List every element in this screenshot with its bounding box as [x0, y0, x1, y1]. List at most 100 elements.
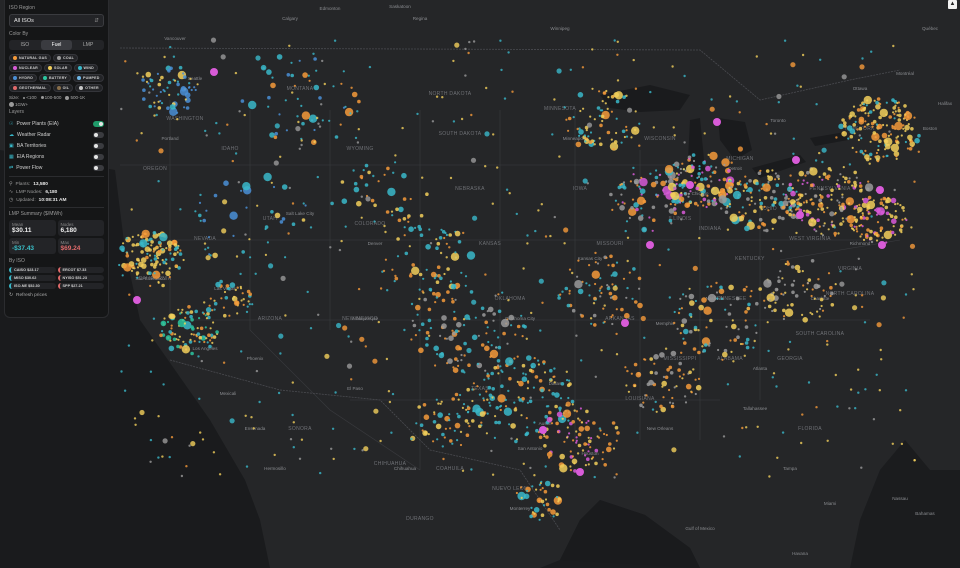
- power-plant-marker[interactable]: [555, 512, 559, 517]
- power-plant-marker[interactable]: [884, 148, 887, 151]
- power-plant-marker[interactable]: [140, 132, 143, 135]
- power-plant-marker[interactable]: [548, 410, 552, 415]
- power-plant-marker[interactable]: [148, 104, 152, 109]
- power-plant-marker[interactable]: [720, 207, 723, 210]
- power-plant-marker[interactable]: [221, 228, 227, 234]
- power-plant-marker[interactable]: [722, 177, 727, 182]
- power-plant-marker[interactable]: [666, 368, 670, 372]
- power-plant-marker[interactable]: [904, 389, 908, 392]
- power-plant-marker[interactable]: [201, 438, 205, 441]
- power-plant-marker[interactable]: [628, 271, 631, 274]
- power-plant-marker[interactable]: [177, 308, 180, 311]
- power-plant-marker[interactable]: [638, 144, 641, 147]
- power-plant-marker[interactable]: [782, 193, 785, 196]
- power-plant-marker[interactable]: [790, 283, 795, 287]
- power-plant-marker[interactable]: [157, 100, 160, 103]
- power-plant-marker[interactable]: [711, 171, 714, 174]
- power-plant-marker[interactable]: [377, 180, 380, 183]
- power-plant-marker[interactable]: [182, 72, 185, 75]
- power-plant-marker[interactable]: [135, 262, 138, 265]
- power-plant-marker[interactable]: [829, 285, 833, 290]
- power-plant-marker[interactable]: [692, 368, 695, 371]
- power-plant-marker[interactable]: [390, 210, 394, 213]
- power-plant-marker[interactable]: [799, 196, 802, 199]
- power-plant-marker[interactable]: [493, 329, 496, 332]
- power-plant-marker[interactable]: [427, 307, 432, 312]
- power-plant-marker[interactable]: [414, 334, 417, 337]
- power-plant-marker[interactable]: [677, 368, 681, 372]
- power-plant-marker[interactable]: [615, 439, 618, 442]
- power-plant-marker[interactable]: [478, 424, 482, 429]
- power-plant-marker[interactable]: [673, 321, 676, 325]
- power-plant-marker[interactable]: [598, 90, 601, 93]
- power-plant-marker[interactable]: [571, 403, 574, 406]
- power-plant-marker[interactable]: [346, 363, 353, 369]
- power-plant-marker[interactable]: [863, 321, 867, 324]
- power-plant-marker[interactable]: [641, 214, 644, 217]
- power-plant-marker[interactable]: [377, 320, 380, 324]
- power-plant-marker[interactable]: [313, 128, 316, 132]
- power-plant-marker[interactable]: [466, 387, 471, 392]
- power-plant-marker[interactable]: [364, 183, 369, 187]
- power-plant-marker[interactable]: [622, 95, 626, 99]
- power-plant-marker[interactable]: [766, 321, 769, 324]
- power-plant-marker[interactable]: [384, 230, 387, 234]
- power-plant-marker[interactable]: [881, 280, 887, 286]
- power-plant-marker[interactable]: [146, 252, 149, 255]
- power-plant-marker[interactable]: [883, 139, 888, 143]
- power-plant-marker[interactable]: [128, 264, 131, 267]
- power-plant-marker[interactable]: [774, 301, 777, 304]
- power-plant-marker[interactable]: [878, 389, 881, 392]
- power-plant-marker[interactable]: [554, 404, 558, 409]
- power-plant-marker[interactable]: [300, 139, 303, 142]
- power-plant-marker[interactable]: [313, 57, 317, 61]
- power-plant-marker[interactable]: [749, 295, 752, 298]
- power-plant-marker[interactable]: [203, 340, 206, 344]
- power-plant-marker[interactable]: [577, 259, 580, 262]
- power-plant-marker[interactable]: [708, 342, 711, 345]
- power-plant-marker[interactable]: [670, 404, 675, 409]
- power-plant-marker[interactable]: [128, 293, 131, 296]
- power-plant-marker[interactable]: [904, 113, 907, 116]
- power-plant-marker[interactable]: [676, 327, 679, 330]
- power-plant-marker[interactable]: [896, 101, 899, 105]
- power-plant-marker[interactable]: [839, 173, 842, 176]
- power-plant-marker[interactable]: [177, 266, 181, 270]
- power-plant-marker[interactable]: [317, 313, 320, 316]
- power-plant-marker[interactable]: [402, 197, 407, 201]
- power-plant-marker[interactable]: [557, 296, 561, 300]
- power-plant-marker[interactable]: [853, 207, 856, 210]
- power-plant-marker[interactable]: [418, 272, 423, 277]
- power-plant-marker[interactable]: [270, 181, 273, 184]
- power-plant-marker[interactable]: [684, 295, 688, 298]
- power-plant-marker[interactable]: [250, 416, 253, 419]
- power-plant-marker[interactable]: [702, 197, 707, 202]
- power-plant-marker[interactable]: [157, 280, 160, 284]
- power-plant-marker[interactable]: [727, 169, 731, 173]
- power-plant-marker[interactable]: [664, 347, 668, 350]
- power-plant-marker[interactable]: [470, 157, 477, 163]
- power-plant-marker[interactable]: [173, 79, 177, 82]
- power-plant-marker[interactable]: [186, 311, 190, 315]
- power-plant-marker[interactable]: [649, 357, 653, 361]
- power-plant-marker[interactable]: [183, 75, 187, 79]
- power-plant-marker[interactable]: [767, 209, 770, 212]
- power-plant-marker[interactable]: [194, 88, 197, 92]
- power-plant-marker[interactable]: [300, 143, 303, 147]
- power-plant-marker[interactable]: [833, 226, 836, 229]
- power-plant-marker[interactable]: [411, 319, 414, 322]
- power-plant-marker[interactable]: [490, 344, 493, 347]
- power-plant-marker[interactable]: [162, 438, 168, 444]
- power-plant-marker[interactable]: [603, 320, 606, 323]
- power-plant-marker[interactable]: [520, 486, 523, 489]
- power-plant-marker[interactable]: [254, 272, 257, 275]
- power-plant-marker[interactable]: [232, 234, 235, 237]
- power-plant-marker[interactable]: [477, 334, 480, 337]
- power-plant-marker[interactable]: [875, 151, 879, 155]
- power-plant-marker[interactable]: [788, 340, 792, 344]
- layer-toggle[interactable]: [93, 131, 104, 138]
- power-plant-marker[interactable]: [899, 409, 902, 412]
- power-plant-marker[interactable]: [363, 446, 369, 452]
- power-plant-marker[interactable]: [876, 221, 880, 224]
- power-plant-marker[interactable]: [891, 98, 895, 102]
